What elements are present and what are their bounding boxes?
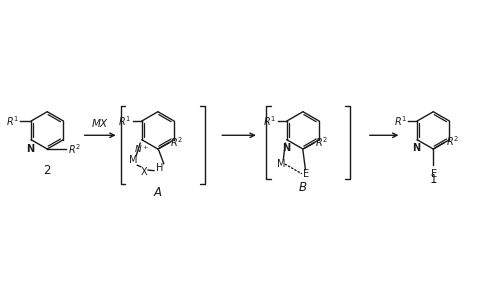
Text: A: A xyxy=(154,186,162,199)
Text: B: B xyxy=(299,181,307,194)
Text: 2: 2 xyxy=(44,164,51,177)
Text: MX: MX xyxy=(92,119,108,129)
Text: $R^2$: $R^2$ xyxy=(446,134,458,148)
Text: $R^2$: $R^2$ xyxy=(316,135,328,148)
Text: N: N xyxy=(26,144,34,154)
Text: $R^1$: $R^1$ xyxy=(394,114,407,128)
Text: E: E xyxy=(430,169,437,178)
Text: N: N xyxy=(412,143,420,153)
Text: $R^1$: $R^1$ xyxy=(264,114,276,128)
Text: 1: 1 xyxy=(430,173,437,186)
Text: $R^1$: $R^1$ xyxy=(118,114,132,128)
Text: N: N xyxy=(282,143,290,153)
Text: M: M xyxy=(276,159,285,169)
Text: H: H xyxy=(156,163,164,173)
Text: $N^+$: $N^+$ xyxy=(134,143,149,155)
Text: $R^1$: $R^1$ xyxy=(6,114,19,128)
Text: M: M xyxy=(129,155,138,165)
Text: $R^2$: $R^2$ xyxy=(170,135,183,148)
Text: E: E xyxy=(303,169,309,178)
Text: X: X xyxy=(141,167,148,177)
Text: $R^2$: $R^2$ xyxy=(68,142,81,156)
